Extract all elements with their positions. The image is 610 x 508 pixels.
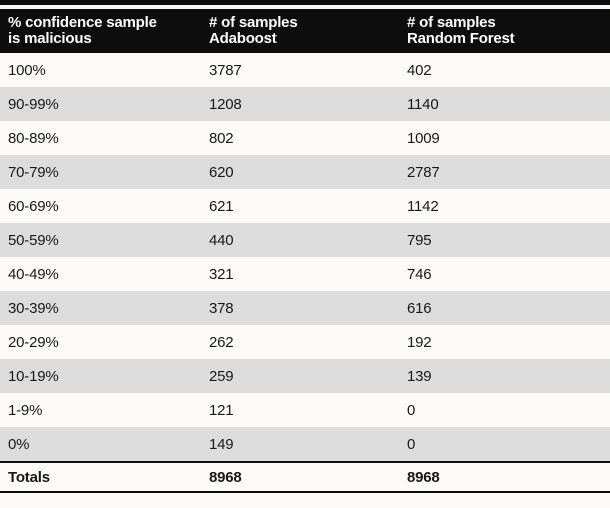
table-row: 0% 149 0: [0, 427, 610, 461]
table-row: 70-79% 620 2787: [0, 155, 610, 189]
header-random-forest-column: # of samples Random Forest: [407, 15, 610, 53]
totals-random-forest-value: 8968: [407, 468, 440, 486]
adaboost-count-cell: 620: [209, 163, 234, 181]
table-row: 30-39% 378 616: [0, 291, 610, 325]
totals-adaboost-value: 8968: [209, 468, 242, 486]
adaboost-count-cell: 259: [209, 367, 234, 385]
confidence-range-cell: 20-29%: [8, 333, 59, 351]
totals-row: Totals 8968 8968: [0, 461, 610, 493]
adaboost-count-cell: 321: [209, 265, 234, 283]
header-confidence-column: % confidence sample is malicious: [8, 15, 209, 53]
header-random-forest-line2: Random Forest: [407, 30, 515, 47]
confidence-range-cell: 70-79%: [8, 163, 59, 181]
confidence-range-cell: 40-49%: [8, 265, 59, 283]
confidence-range-cell: 0%: [8, 435, 30, 453]
confidence-range-cell: 50-59%: [8, 231, 59, 249]
confidence-range-cell: 100%: [8, 61, 46, 79]
table-row: 60-69% 621 1142: [0, 189, 610, 223]
confidence-range-cell: 30-39%: [8, 299, 59, 317]
top-rule: [0, 0, 610, 5]
adaboost-count-cell: 802: [209, 129, 234, 147]
confidence-range-cell: 10-19%: [8, 367, 59, 385]
confidence-range-cell: 80-89%: [8, 129, 59, 147]
header-confidence-line1: % confidence sample: [8, 14, 157, 31]
header-adaboost-column: # of samples Adaboost: [209, 15, 407, 53]
table-body: 100% 3787 402 90-99% 1208 1140 80-89% 80…: [0, 53, 610, 461]
table-row: 10-19% 259 139: [0, 359, 610, 393]
adaboost-count-cell: 3787: [209, 61, 242, 79]
header-adaboost-line2: Adaboost: [209, 30, 277, 47]
table-row: 1-9% 121 0: [0, 393, 610, 427]
table-header: % confidence sample is malicious # of sa…: [0, 9, 610, 53]
table-row: 80-89% 802 1009: [0, 121, 610, 155]
adaboost-count-cell: 121: [209, 401, 234, 419]
random-forest-count-cell: 746: [407, 265, 432, 283]
table-row: 100% 3787 402: [0, 53, 610, 87]
totals-label: Totals: [8, 468, 50, 486]
random-forest-count-cell: 0: [407, 401, 416, 419]
adaboost-count-cell: 262: [209, 333, 234, 351]
confidence-range-cell: 60-69%: [8, 197, 59, 215]
adaboost-count-cell: 621: [209, 197, 234, 215]
header-confidence-line2: is malicious: [8, 30, 92, 47]
table-row: 90-99% 1208 1140: [0, 87, 610, 121]
random-forest-count-cell: 402: [407, 61, 432, 79]
adaboost-count-cell: 440: [209, 231, 234, 249]
adaboost-count-cell: 1208: [209, 95, 242, 113]
adaboost-count-cell: 149: [209, 435, 234, 453]
random-forest-count-cell: 2787: [407, 163, 440, 181]
table-row: 40-49% 321 746: [0, 257, 610, 291]
random-forest-count-cell: 1142: [407, 197, 439, 215]
random-forest-count-cell: 139: [407, 367, 432, 385]
random-forest-count-cell: 795: [407, 231, 432, 249]
header-adaboost-line1: # of samples: [209, 14, 298, 31]
table-row: 20-29% 262 192: [0, 325, 610, 359]
random-forest-count-cell: 1140: [407, 95, 439, 113]
confidence-range-cell: 1-9%: [8, 401, 43, 419]
random-forest-count-cell: 0: [407, 435, 416, 453]
random-forest-count-cell: 192: [407, 333, 432, 351]
random-forest-count-cell: 1009: [407, 129, 440, 147]
table-row: 50-59% 440 795: [0, 223, 610, 257]
random-forest-count-cell: 616: [407, 299, 432, 317]
header-random-forest-line1: # of samples: [407, 14, 496, 31]
confidence-range-cell: 90-99%: [8, 95, 59, 113]
adaboost-count-cell: 378: [209, 299, 234, 317]
